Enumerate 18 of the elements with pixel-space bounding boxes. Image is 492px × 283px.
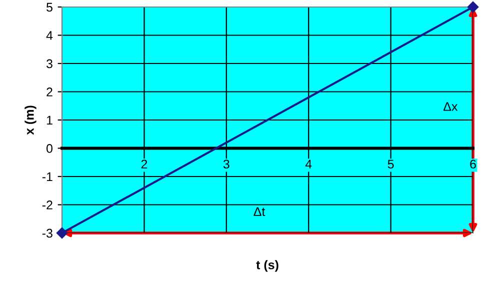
y-tick-label: 0 — [46, 144, 52, 153]
y-tick-label: 1 — [46, 116, 52, 125]
annotation: Δx — [443, 102, 458, 111]
y-tick-label: -2 — [42, 200, 52, 210]
annotation: Δt — [254, 207, 266, 216]
x-tick-label: 5 — [388, 160, 394, 169]
y-tick-label: -3 — [42, 228, 52, 238]
x-tick-label: 2 — [141, 160, 148, 168]
x-tick-label: 4 — [305, 160, 312, 168]
x-axis-title: t (s) — [256, 260, 278, 272]
y-tick-label: 4 — [46, 31, 53, 40]
y-axis-title: x (m) — [24, 106, 36, 135]
y-tick-label: -1 — [42, 172, 52, 182]
x-tick-label: 6 — [470, 160, 476, 169]
x-tick-label: 3 — [223, 160, 230, 169]
y-tick-label: 2 — [46, 88, 52, 96]
y-tick-label: 5 — [46, 2, 52, 12]
y-tick-label: 3 — [46, 59, 52, 68]
